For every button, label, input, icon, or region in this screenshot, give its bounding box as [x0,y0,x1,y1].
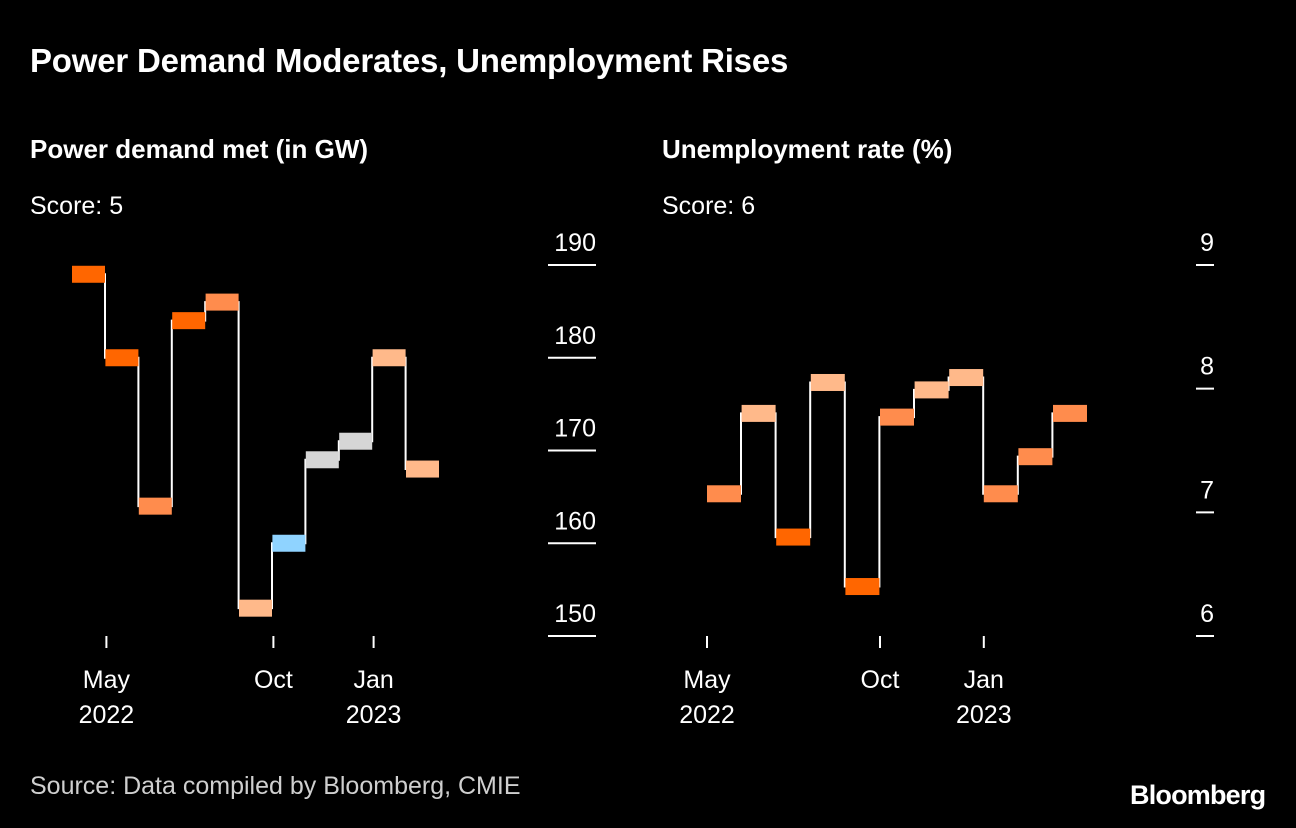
step-bar [707,485,741,503]
unemployment-chart: 9 8 7 6 May 2022 Oct Jan 2023 [679,229,1214,729]
step-bar [810,373,845,391]
step-bar [880,408,914,426]
step-bar [239,599,272,617]
x-tick-year-label: 2023 [956,701,1012,729]
step-bar [741,404,776,422]
step-bar [172,312,206,330]
x-tick-year-label: 2022 [679,701,735,729]
step-bar [406,460,439,478]
x-tick-year-label: 2023 [346,701,402,729]
x-tick-year-label: 2022 [79,701,135,729]
x-tick-label: Oct [254,666,293,694]
x-tick-label: May [83,666,131,694]
step-bar [1018,448,1053,466]
page-title: Power Demand Moderates, Unemployment Ris… [30,42,789,79]
y-tick-label: 6 [1200,600,1214,628]
step-bar [372,349,406,367]
source-note: Source: Data compiled by Bloomberg, CMIE [30,772,521,800]
y-tick-label: 160 [554,507,596,535]
score-label-power: Score: 5 [30,192,124,220]
step-bar [983,485,1018,503]
y-tick-label: 8 [1200,353,1214,381]
step-bar [776,528,811,546]
step-bar [105,349,139,367]
step-bar [138,497,172,515]
y-tick-label: 150 [554,600,596,628]
chart-title-unemployment: Unemployment rate (%) [662,134,953,164]
x-tick-label: Jan [964,666,1004,694]
y-tick-label: 7 [1200,476,1214,504]
y-tick-label: 9 [1200,229,1214,257]
step-bar [914,381,949,399]
step-bar [72,265,105,283]
step-bar [205,293,239,311]
x-tick-label: Jan [353,666,393,694]
y-tick-label: 180 [554,322,596,350]
x-tick-label: May [683,666,731,694]
step-bar [845,578,880,596]
y-tick-label: 170 [554,415,596,443]
power-demand-chart: 190 180 170 160 150 May 2022 Oct Jan 2023 [72,229,596,729]
score-label-unemployment: Score: 6 [662,192,756,220]
step-bar [339,432,373,450]
step-bar [272,534,306,552]
x-tick-label: Oct [861,666,900,694]
step-bar [305,451,339,469]
bloomberg-logo: Bloomberg [1130,780,1266,810]
step-bar [1053,404,1087,422]
chart-title-power: Power demand met (in GW) [30,134,369,164]
step-bar [949,369,984,387]
y-tick-label: 190 [554,229,596,257]
